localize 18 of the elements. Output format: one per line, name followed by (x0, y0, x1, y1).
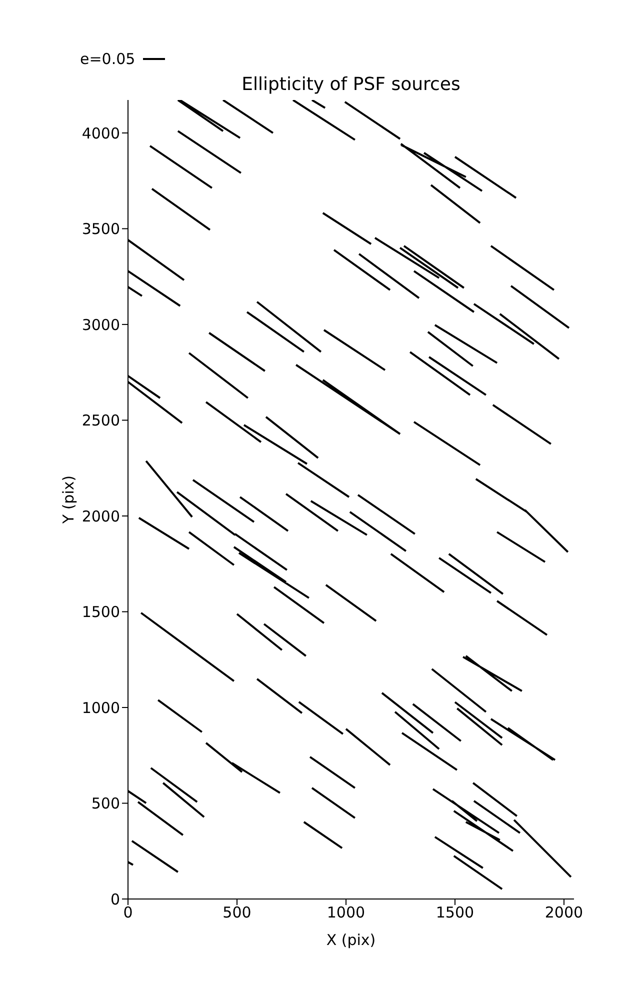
y-tick-label: 2000 (82, 507, 120, 526)
x-tick-label: 2000 (544, 904, 584, 922)
x-axis-title: X (pix) (326, 931, 376, 949)
y-tick-label: 4000 (82, 124, 120, 142)
y-tick-label: 3500 (82, 220, 120, 238)
y-tick-label: 0 (110, 890, 120, 908)
x-tick-label: 500 (222, 904, 252, 922)
y-axis-title: Y (pix) (59, 475, 78, 525)
y-tick-label: 2500 (82, 412, 120, 430)
x-tick-label: 1000 (326, 904, 366, 922)
y-tick-label: 1500 (82, 603, 120, 622)
y-tick-label: 3000 (82, 316, 120, 334)
y-tick-label: 1000 (82, 698, 120, 717)
x-tick-label: 1500 (436, 904, 474, 922)
legend-label: e=0.05 (80, 50, 136, 68)
chart-title: Ellipticity of PSF sources (240, 74, 462, 95)
y-tick-label: 500 (91, 794, 120, 813)
x-tick-label: 0 (123, 904, 133, 922)
